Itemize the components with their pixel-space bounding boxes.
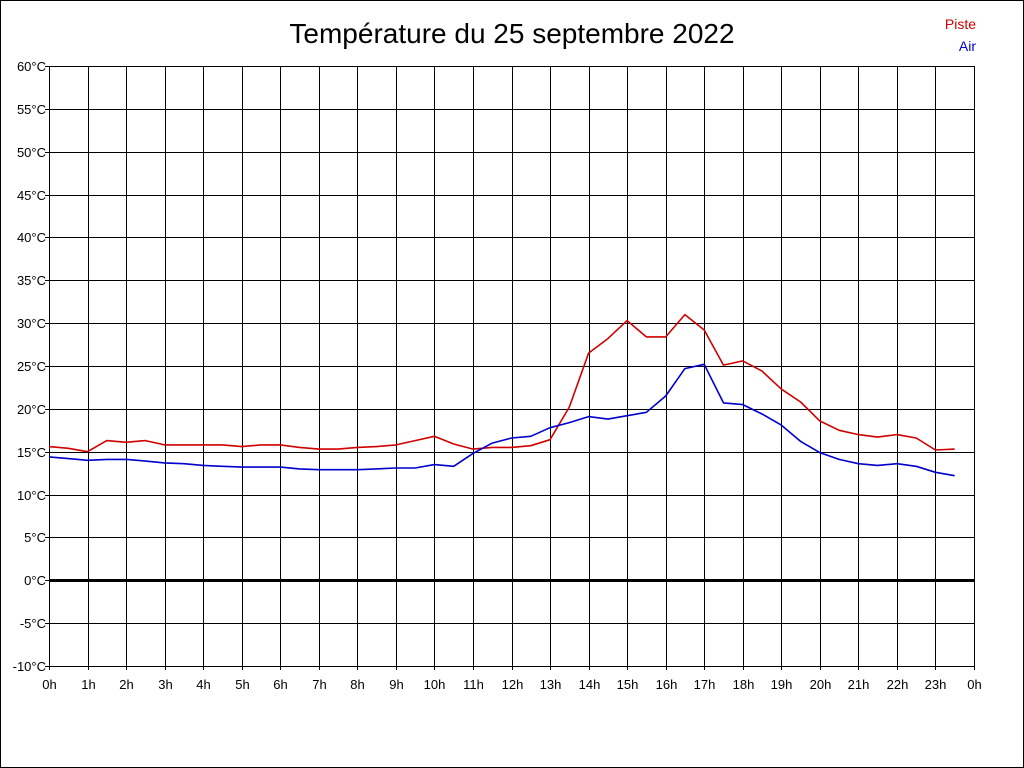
x-tick-label: 2h bbox=[119, 677, 133, 692]
y-tick-label: 20°C bbox=[17, 402, 46, 417]
x-tick-label: 14h bbox=[579, 677, 601, 692]
x-tick-label: 23h bbox=[925, 677, 947, 692]
x-tick-label: 5h bbox=[235, 677, 249, 692]
x-tick-label: 22h bbox=[887, 677, 909, 692]
x-tick-label: 15h bbox=[617, 677, 639, 692]
series-line-air bbox=[48, 363, 955, 477]
chart-legend: Piste Air bbox=[945, 13, 976, 57]
y-tick-label: 25°C bbox=[17, 359, 46, 374]
y-tick-label: 0°C bbox=[24, 573, 46, 588]
series-line-piste bbox=[48, 313, 955, 453]
y-tick-label: 45°C bbox=[17, 188, 46, 203]
y-tick-label: 50°C bbox=[17, 145, 46, 160]
x-tick-label: 13h bbox=[540, 677, 562, 692]
x-tick-label: 3h bbox=[158, 677, 172, 692]
x-tick-label: 19h bbox=[771, 677, 793, 692]
y-tick-label: 60°C bbox=[17, 59, 46, 74]
x-tick-label: 16h bbox=[656, 677, 678, 692]
x-tick-label: 10h bbox=[424, 677, 446, 692]
series-layer bbox=[48, 313, 955, 477]
x-tick-label: 0h bbox=[967, 677, 981, 692]
x-tick-label: 12h bbox=[502, 677, 524, 692]
grid-layer bbox=[45, 66, 975, 670]
x-tick-label: 4h bbox=[196, 677, 210, 692]
x-tick-label: 0h bbox=[42, 677, 56, 692]
y-tick-label: 5°C bbox=[24, 530, 46, 545]
x-tick-label: 20h bbox=[810, 677, 832, 692]
x-tick-label: 11h bbox=[463, 677, 484, 692]
chart-title: Température du 25 septembre 2022 bbox=[289, 18, 735, 49]
x-tick-label: 8h bbox=[350, 677, 364, 692]
x-tick-label: 7h bbox=[312, 677, 326, 692]
y-tick-label: -5°C bbox=[20, 616, 46, 631]
x-tick-label: 18h bbox=[733, 677, 755, 692]
y-tick-label: -10°C bbox=[13, 659, 46, 674]
x-tick-label: 6h bbox=[273, 677, 287, 692]
y-tick-label: 30°C bbox=[17, 316, 46, 331]
y-tick-label: 15°C bbox=[17, 445, 46, 460]
tick-layer: 0h 1h 2h 3h 4h 5h 6h 7h 8h 9h 10h 11h 12h 13h 14h 15h 16… bbox=[13, 59, 982, 692]
x-tick-label: 1h bbox=[81, 677, 95, 692]
x-tick-label: 21h bbox=[848, 677, 870, 692]
y-tick-label: 10°C bbox=[17, 488, 46, 503]
legend-item-piste: Piste bbox=[944, 16, 976, 32]
y-tick-label: 40°C bbox=[17, 230, 46, 245]
x-tick-label: 9h bbox=[389, 677, 403, 692]
legend-item-air: Air bbox=[958, 38, 976, 54]
x-tick-label: 17h bbox=[694, 677, 716, 692]
y-tick-label: 55°C bbox=[17, 102, 46, 117]
y-tick-label: 35°C bbox=[17, 273, 46, 288]
